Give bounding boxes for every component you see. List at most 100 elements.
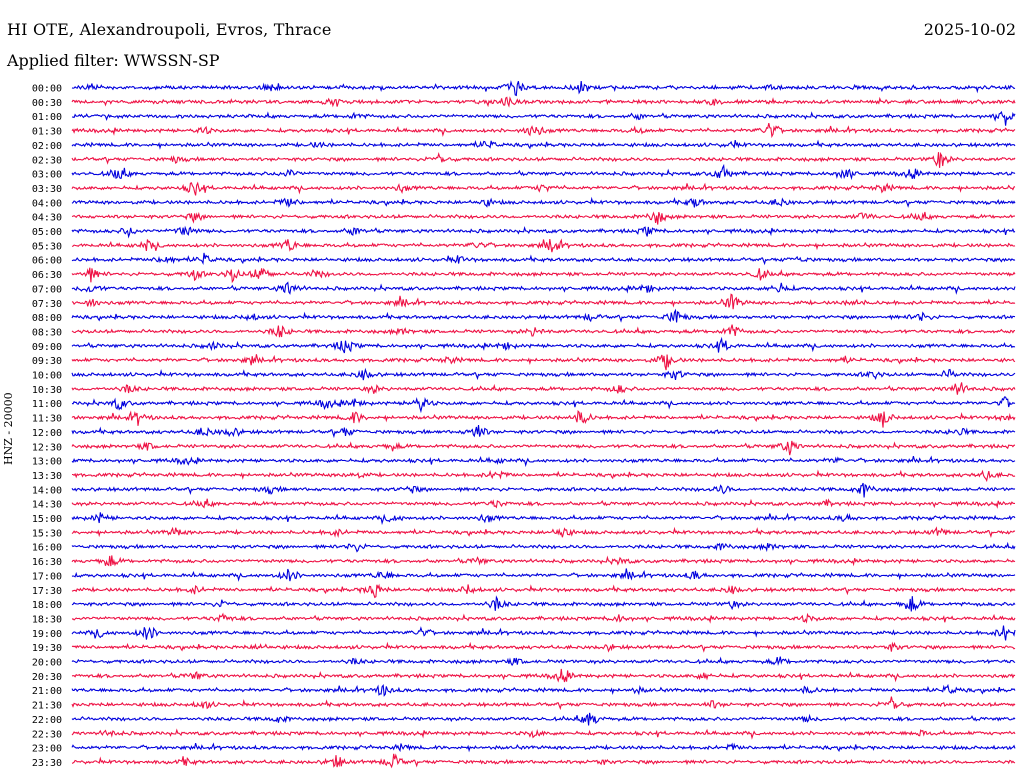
time-tick-label: 14:00 <box>32 485 62 496</box>
trace-line <box>71 382 1016 395</box>
trace-line <box>71 612 1016 624</box>
time-tick-label: 04:00 <box>32 198 62 209</box>
time-tick-label: 05:30 <box>32 241 62 252</box>
time-tick-label: 16:30 <box>32 557 62 568</box>
time-tick-label: 09:00 <box>32 342 62 353</box>
time-tick-label: 18:00 <box>32 600 62 611</box>
filter-label: Applied filter: WWSSN-SP <box>7 51 220 70</box>
trace-line <box>71 641 1016 653</box>
trace-line <box>71 293 1016 310</box>
trace-line <box>71 482 1016 498</box>
time-tick-label: 22:30 <box>32 729 62 740</box>
trace-line <box>71 728 1016 740</box>
time-tick-label: 00:00 <box>32 84 62 95</box>
time-tick-label: 13:00 <box>32 457 62 468</box>
trace-line <box>71 181 1016 196</box>
time-tick-label: 11:30 <box>32 414 62 425</box>
trace-line <box>71 225 1016 239</box>
trace-line <box>71 455 1016 468</box>
time-tick-label: 05:00 <box>32 227 62 238</box>
trace-line <box>71 753 1016 769</box>
time-tick-label: 06:00 <box>32 256 62 267</box>
trace-line <box>71 238 1016 253</box>
time-tick-label: 08:00 <box>32 313 62 324</box>
trace-line <box>71 336 1016 354</box>
trace-line <box>71 712 1016 726</box>
time-tick-label: 19:30 <box>32 643 62 654</box>
trace-line <box>71 367 1016 381</box>
time-tick-label: 13:30 <box>32 471 62 482</box>
time-tick-label: 23:30 <box>32 758 62 769</box>
time-tick-label: 21:00 <box>32 686 62 697</box>
trace-line <box>71 696 1016 711</box>
trace-line <box>71 656 1016 667</box>
time-tick-label: 06:30 <box>32 270 62 281</box>
trace-line <box>71 440 1016 456</box>
time-tick-label: 21:30 <box>32 701 62 712</box>
trace-line <box>71 541 1016 553</box>
trace-line <box>71 568 1016 582</box>
time-tick-label: 12:00 <box>32 428 62 439</box>
trace-line <box>71 409 1016 428</box>
trace-line <box>71 80 1016 97</box>
trace-line <box>71 526 1016 538</box>
trace-line <box>71 396 1016 414</box>
trace-line <box>71 742 1016 753</box>
time-tick-label: 22:00 <box>32 715 62 726</box>
time-tick-label: 07:00 <box>32 284 62 295</box>
time-tick-label: 23:00 <box>32 744 62 755</box>
time-tick-label: 03:00 <box>32 170 62 181</box>
time-tick-label: 01:30 <box>32 127 62 138</box>
trace-line <box>71 512 1016 526</box>
time-tick-label: 09:30 <box>32 356 62 367</box>
trace-line <box>71 555 1016 567</box>
trace-line <box>71 163 1016 181</box>
time-tick-label: 01:00 <box>32 112 62 123</box>
time-tick-label: 10:30 <box>32 385 62 396</box>
trace-line <box>71 354 1016 371</box>
station-title: HI OTE, Alexandroupoli, Evros, Thrace <box>7 20 332 39</box>
trace-line <box>71 252 1016 266</box>
time-tick-label: 20:00 <box>32 658 62 669</box>
date-label: 2025-10-02 <box>923 20 1016 39</box>
trace-line <box>71 625 1016 641</box>
trace-line <box>71 151 1016 168</box>
trace-line <box>71 196 1016 208</box>
trace-line <box>71 211 1015 225</box>
trace-line <box>71 324 1016 338</box>
time-tick-label: 04:30 <box>32 213 62 224</box>
time-tick-label: 02:00 <box>32 141 62 152</box>
time-tick-label: 02:30 <box>32 155 62 166</box>
trace-line <box>71 139 1016 150</box>
trace-line <box>71 498 1015 509</box>
time-tick-label: 16:00 <box>32 543 62 554</box>
trace-line <box>71 668 1016 683</box>
trace-line <box>71 683 1016 697</box>
time-tick-label: 19:00 <box>32 629 62 640</box>
time-tick-label: 15:00 <box>32 514 62 525</box>
time-tick-label: 00:30 <box>32 98 62 109</box>
time-tick-label: 03:30 <box>32 184 62 195</box>
time-tick-label: 15:30 <box>32 528 62 539</box>
time-tick-label: 14:30 <box>32 500 62 511</box>
trace-line <box>71 424 1016 439</box>
time-tick-label: 17:00 <box>32 571 62 582</box>
time-tick-label: 18:30 <box>32 614 62 625</box>
trace-line <box>71 583 1016 599</box>
time-tick-label: 20:30 <box>32 672 62 683</box>
time-tick-label: 07:30 <box>32 299 62 310</box>
trace-line <box>71 308 1016 323</box>
trace-line <box>71 281 1016 295</box>
trace-line <box>71 595 1016 612</box>
time-tick-label: 10:00 <box>32 371 62 382</box>
trace-line <box>71 110 1016 126</box>
trace-line <box>71 267 1016 284</box>
time-tick-label: 12:30 <box>32 442 62 453</box>
time-tick-label: 08:30 <box>32 327 62 338</box>
trace-line <box>71 122 1016 139</box>
trace-line <box>72 469 1016 483</box>
time-tick-label: 17:30 <box>32 586 62 597</box>
trace-line <box>71 96 1016 108</box>
time-tick-label: 11:00 <box>32 399 62 410</box>
